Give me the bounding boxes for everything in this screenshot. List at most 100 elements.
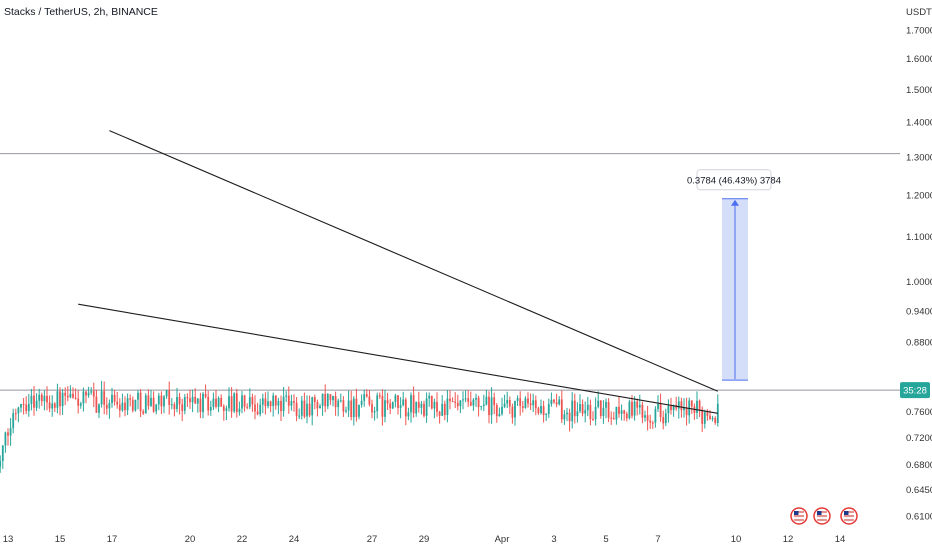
candle-body — [183, 397, 186, 411]
us-flag-event-icon[interactable] — [840, 507, 858, 525]
candles — [0, 380, 719, 473]
candle — [129, 394, 132, 407]
horizontal-lines — [0, 153, 900, 391]
time-tick-label: 14 — [835, 534, 846, 545]
candle — [646, 405, 649, 431]
candle — [711, 415, 714, 422]
trendline[interactable] — [109, 130, 719, 392]
candle — [4, 431, 7, 453]
candle-body — [394, 395, 397, 402]
candle-body — [615, 406, 618, 420]
candle-body — [222, 406, 225, 411]
candle-body — [589, 404, 592, 419]
candle — [615, 406, 618, 425]
candle — [9, 418, 12, 446]
candle-body — [438, 411, 441, 416]
candle — [282, 387, 285, 417]
candle-body — [646, 415, 649, 421]
candle — [404, 397, 407, 426]
countdown-badge — [900, 382, 930, 399]
price-tick-label: 1.6000 — [906, 54, 932, 65]
candle-body — [690, 400, 693, 407]
candle — [563, 410, 566, 425]
candle — [579, 394, 581, 414]
candle — [417, 391, 420, 413]
candle-body — [631, 401, 633, 416]
candle-body — [194, 396, 197, 404]
candle-body — [469, 401, 472, 406]
candle — [207, 390, 210, 416]
candle — [381, 389, 384, 426]
measure-tool[interactable]: 0.3784 (46.43%) 3784 — [687, 169, 781, 381]
candle-body — [612, 418, 615, 420]
us-flag-event-icon[interactable] — [790, 507, 808, 525]
candle — [108, 399, 111, 419]
candle-body — [594, 406, 597, 420]
candle-body — [33, 395, 35, 408]
candle — [53, 402, 56, 412]
candle-body — [449, 398, 451, 402]
candle — [46, 386, 48, 411]
candle-body — [670, 405, 672, 411]
candle — [202, 392, 204, 419]
candle — [537, 406, 540, 415]
candle — [493, 392, 496, 415]
candle-body — [365, 394, 368, 397]
candle-body — [428, 395, 431, 399]
candle — [152, 391, 155, 413]
candle — [1, 445, 4, 469]
candle-body — [633, 401, 636, 416]
trendline[interactable] — [78, 303, 718, 414]
candle-body — [597, 400, 600, 407]
candle-body — [402, 399, 405, 406]
candle-body — [66, 395, 69, 398]
candle-body — [285, 395, 288, 397]
candle — [7, 428, 9, 446]
candle-body — [508, 400, 511, 407]
candle — [618, 396, 620, 418]
candle — [696, 391, 698, 419]
candle — [22, 398, 25, 415]
candle — [508, 396, 511, 414]
candle-body — [293, 401, 295, 403]
price-axis[interactable]: 1.7000 1.6000 1.5000 1.4000 1.3000 1.2000 1.10… — [906, 26, 932, 523]
candle — [313, 394, 316, 410]
time-axis[interactable]: 13 15 17 20 22 24 27 29 Apr 3 5 7 10 12 14 — [3, 534, 846, 545]
candle-body — [139, 392, 142, 412]
candle — [584, 401, 587, 423]
candle-body — [215, 398, 217, 407]
candle-body — [64, 392, 67, 396]
candle-body — [308, 403, 311, 416]
candle — [261, 393, 264, 414]
economic-events[interactable] — [790, 507, 858, 525]
candle — [183, 394, 186, 415]
candle-body — [703, 412, 706, 424]
candle-body — [345, 410, 347, 412]
candle-body — [373, 411, 376, 413]
candle-body — [519, 398, 522, 406]
price-tick-label: 1.7000 — [906, 26, 932, 37]
candle-body — [529, 403, 532, 406]
candle-body — [212, 398, 215, 407]
candle — [428, 392, 431, 407]
candle-body — [410, 395, 412, 413]
candle-body — [121, 402, 124, 411]
candle — [597, 391, 600, 409]
candle-body — [267, 401, 269, 407]
candle — [204, 384, 207, 399]
candle-body — [480, 406, 483, 407]
candle-body — [329, 394, 332, 401]
price-badge: 35:28 — [900, 382, 930, 399]
us-flag-event-icon[interactable] — [813, 507, 831, 525]
candle — [599, 400, 602, 419]
candle — [636, 398, 639, 416]
candle — [680, 397, 683, 418]
candle — [347, 390, 350, 417]
candle-body — [506, 400, 509, 404]
candle-body — [584, 410, 587, 414]
candle-body — [209, 407, 212, 411]
candle-body — [259, 404, 262, 415]
candle — [540, 399, 542, 415]
